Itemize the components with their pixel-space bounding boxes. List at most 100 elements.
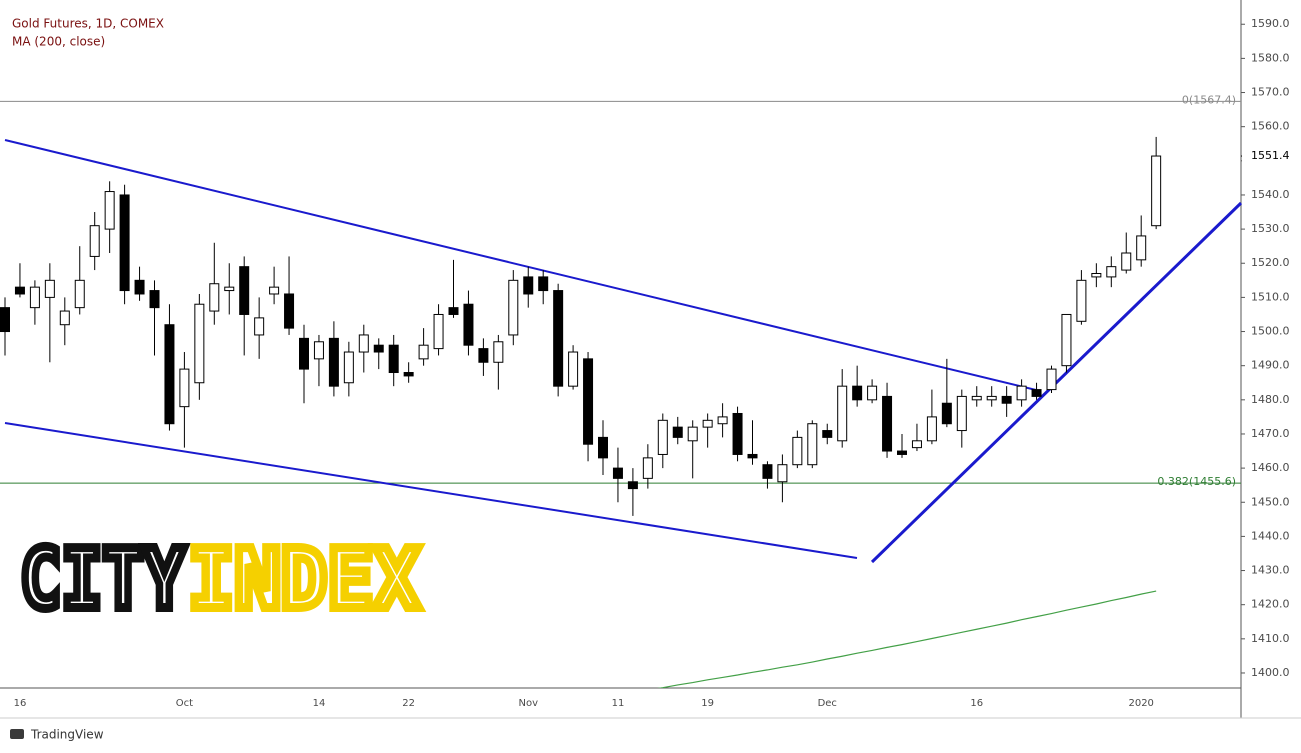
y-tick-label: 1570.0 — [1251, 86, 1290, 99]
candle-body — [149, 290, 160, 309]
candle-body — [269, 286, 280, 295]
candle-body — [1046, 368, 1057, 391]
candle-body — [852, 385, 863, 401]
candle-body — [134, 279, 145, 295]
candle-body — [194, 303, 205, 384]
candle-body — [104, 191, 115, 230]
y-tick-label: 1500.0 — [1251, 325, 1290, 338]
watermark-left: CITY — [20, 532, 186, 627]
y-tick-label: 1460.0 — [1251, 461, 1290, 474]
candle-body — [508, 279, 519, 336]
y-tick-label: 1520.0 — [1251, 256, 1290, 269]
plot — [0, 136, 1162, 688]
candle-body — [627, 481, 638, 490]
y-tick-label: 1430.0 — [1251, 564, 1290, 577]
y-tick-label: 1510.0 — [1251, 290, 1290, 303]
y-tick-label: 1560.0 — [1251, 120, 1290, 133]
candle-body — [388, 344, 399, 374]
candle-body — [553, 290, 564, 387]
candle-body — [403, 372, 414, 377]
x-tick-label: Nov — [518, 698, 538, 709]
candle-body — [1106, 266, 1117, 278]
candle-body — [747, 453, 758, 459]
candle-body — [672, 426, 683, 438]
candle-body — [822, 430, 833, 438]
candle-body — [837, 385, 848, 442]
candle-body — [971, 395, 982, 401]
candle-body — [702, 419, 713, 428]
candle-body — [657, 419, 668, 455]
candle-body — [882, 395, 893, 452]
y-tick-label: 1470.0 — [1251, 427, 1290, 440]
candle-body — [14, 286, 25, 295]
y-tick-label: 1400.0 — [1251, 666, 1290, 679]
candle-body — [448, 307, 459, 315]
candle-body — [926, 416, 937, 442]
x-tick-label: Oct — [176, 698, 193, 709]
candle-body — [433, 313, 444, 350]
candle-body — [568, 351, 579, 387]
candle-body — [642, 457, 653, 479]
x-tick-label: 16 — [14, 698, 27, 709]
candle-body — [284, 293, 295, 329]
candle-body — [911, 440, 922, 449]
candle-body — [373, 344, 384, 353]
candle-body — [762, 464, 773, 479]
candle-body — [1031, 389, 1042, 397]
candle-body — [1001, 395, 1012, 404]
x-tick-label: 2020 — [1128, 698, 1153, 709]
candle-body — [807, 423, 818, 466]
y-tick-label: 1590.0 — [1251, 17, 1290, 30]
ma-line — [656, 590, 1157, 688]
candle-body — [418, 344, 429, 360]
candle-body — [463, 303, 474, 346]
candle-body — [1061, 313, 1072, 367]
candle-body — [74, 279, 85, 309]
levels — [0, 100, 1241, 484]
footer-brand: TradingView — [30, 728, 104, 742]
candle-body — [328, 337, 339, 387]
candle-body — [89, 225, 100, 257]
candle-body — [0, 307, 10, 333]
legend-ma: MA (200, close) — [12, 35, 105, 49]
candle-body — [119, 194, 130, 292]
y-tick-label: 1450.0 — [1251, 495, 1290, 508]
candle-body — [164, 324, 175, 425]
candle-body — [538, 276, 549, 292]
y-tick-label: 1480.0 — [1251, 393, 1290, 406]
candle-body — [358, 334, 369, 353]
candle-body — [792, 436, 803, 466]
last-price-box — [1242, 148, 1301, 165]
y-tick-label: 1530.0 — [1251, 222, 1290, 235]
candle-body — [1136, 235, 1147, 261]
logo-icon — [10, 729, 24, 739]
candle-body — [867, 385, 878, 401]
last-price-label: 1551.4 — [1251, 149, 1290, 162]
candle-body — [687, 426, 698, 442]
candle-body — [493, 341, 504, 363]
candle-body — [1076, 279, 1087, 322]
y-tick-label: 1410.0 — [1251, 632, 1290, 645]
y-tick-label: 1420.0 — [1251, 598, 1290, 611]
candle-body — [583, 358, 594, 445]
candle-body — [612, 467, 623, 479]
candle-body — [343, 351, 354, 384]
candle-body — [44, 279, 55, 298]
candle-body — [209, 283, 220, 312]
lower-channel-line — [4, 422, 858, 559]
footer-logo — [10, 729, 24, 739]
upper-channel-line — [4, 139, 1037, 391]
level-label: 0.382(1455.6) — [1157, 475, 1236, 488]
candle-body — [224, 286, 235, 292]
candle-body — [986, 395, 997, 401]
candle-body — [59, 310, 70, 326]
candle-body — [523, 276, 534, 295]
candle-body — [1151, 155, 1162, 227]
y-tick-label: 1440.0 — [1251, 529, 1290, 542]
x-tick-label: 16 — [970, 698, 983, 709]
x-tick-label: Dec — [818, 698, 837, 709]
candle-body — [732, 412, 743, 455]
candle-body — [956, 395, 967, 432]
